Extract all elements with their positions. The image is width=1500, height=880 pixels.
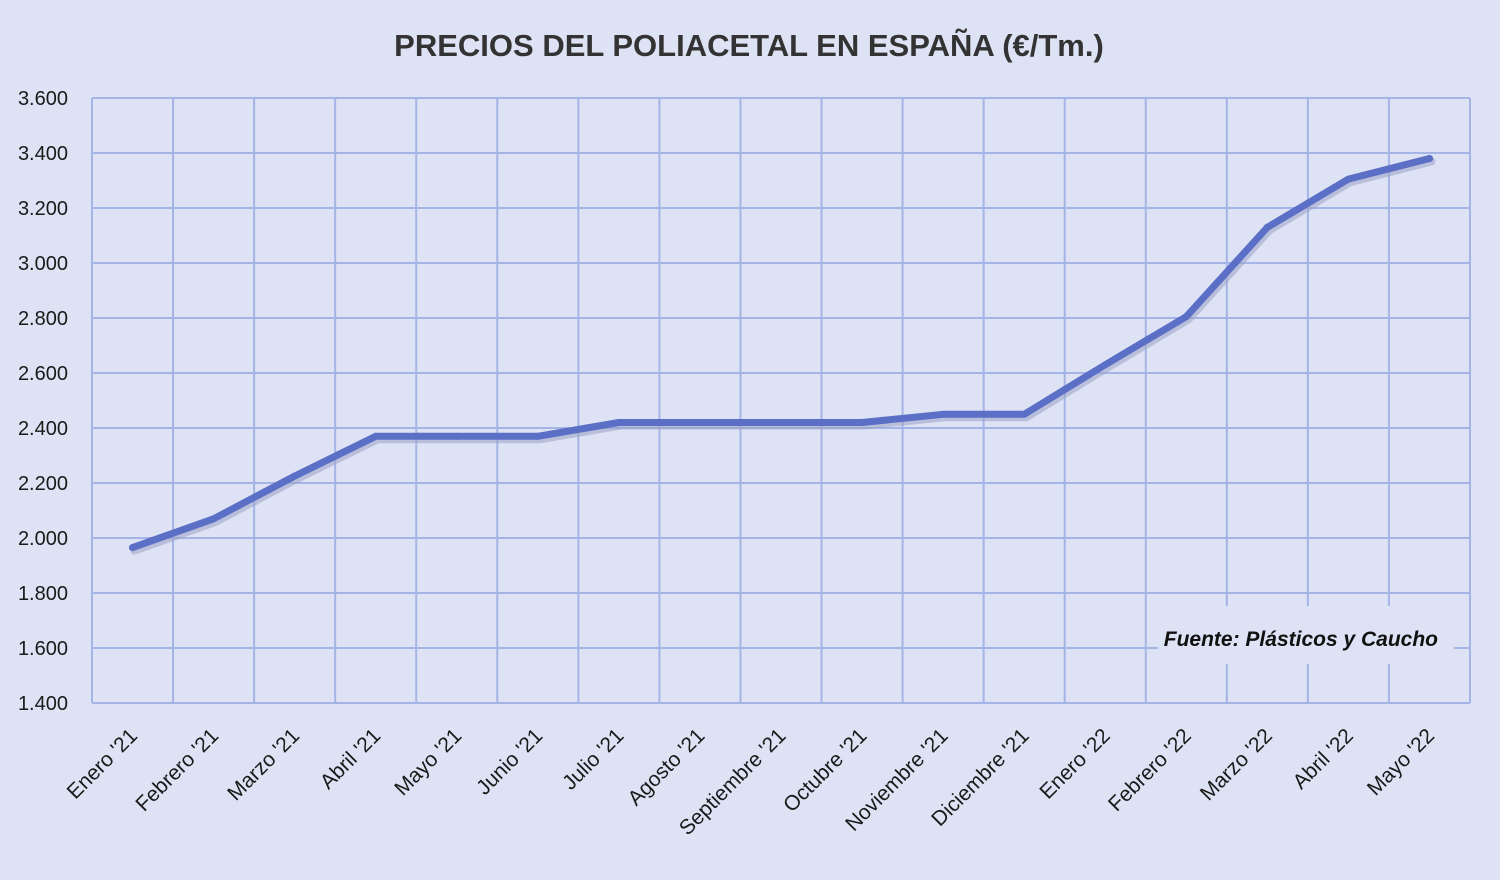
y-tick-label: 1.800: [18, 583, 68, 605]
y-tick-label: 1.400: [18, 693, 68, 715]
x-tick-label: Abril '21: [316, 724, 385, 793]
y-axis-ticks: 1.400 1.600 1.800 2.000 2.200 2.400 2.600 2.800…: [18, 88, 68, 715]
series-line: [129, 155, 1433, 552]
data-point: [1101, 361, 1109, 369]
y-tick-label: 1.600: [18, 638, 68, 660]
chart-title: PRECIOS DEL POLIACETAL EN ESPAÑA (€/Tm.): [394, 28, 1104, 63]
x-tick-label: Marzo '22: [1196, 724, 1277, 805]
x-tick-label: Mayo '22: [1363, 724, 1439, 800]
source-annotation: Fuente: Plásticos y Caucho: [1164, 628, 1438, 651]
data-point: [939, 410, 947, 418]
data-point: [129, 544, 137, 552]
x-tick-label: Enero '22: [1035, 724, 1114, 803]
data-point: [696, 419, 704, 426]
data-point: [372, 432, 380, 440]
y-tick-label: 2.200: [18, 473, 68, 495]
data-point: [210, 515, 218, 523]
x-tick-label: Abril '22: [1288, 724, 1357, 793]
data-point: [1182, 313, 1190, 321]
x-tick-label: Enero '21: [63, 724, 142, 803]
data-point: [1344, 175, 1352, 183]
y-tick-label: 3.400: [18, 143, 68, 165]
x-tick-label: Mayo '21: [390, 724, 466, 800]
y-tick-label: 3.200: [18, 198, 68, 220]
data-point: [858, 419, 866, 426]
data-point: [777, 419, 785, 426]
grid: [91, 97, 1471, 704]
y-tick-label: 3.600: [18, 88, 68, 110]
data-point: [615, 419, 623, 426]
series-line-shadow: [130, 157, 1436, 555]
data-point: [1263, 223, 1271, 231]
series-layer: [129, 155, 1436, 555]
x-tick-label: Julio '21: [558, 724, 628, 794]
x-tick-label: Febrero '22: [1104, 724, 1196, 816]
y-tick-label: 2.600: [18, 363, 68, 385]
x-tick-label: Agosto '21: [623, 724, 709, 810]
x-tick-label: Junio '21: [472, 724, 547, 799]
x-tick-label: Marzo '21: [223, 724, 304, 805]
x-tick-label: Febrero '21: [131, 724, 223, 816]
data-point: [534, 432, 542, 440]
y-tick-label: 2.000: [18, 528, 68, 550]
data-point: [453, 432, 461, 440]
annotation-background: [1158, 606, 1454, 664]
y-tick-label: 2.400: [18, 418, 68, 440]
y-tick-label: 2.800: [18, 308, 68, 330]
data-point: [1425, 155, 1433, 162]
data-point: [1020, 410, 1028, 418]
y-tick-label: 3.000: [18, 253, 68, 275]
data-point: [291, 472, 299, 480]
